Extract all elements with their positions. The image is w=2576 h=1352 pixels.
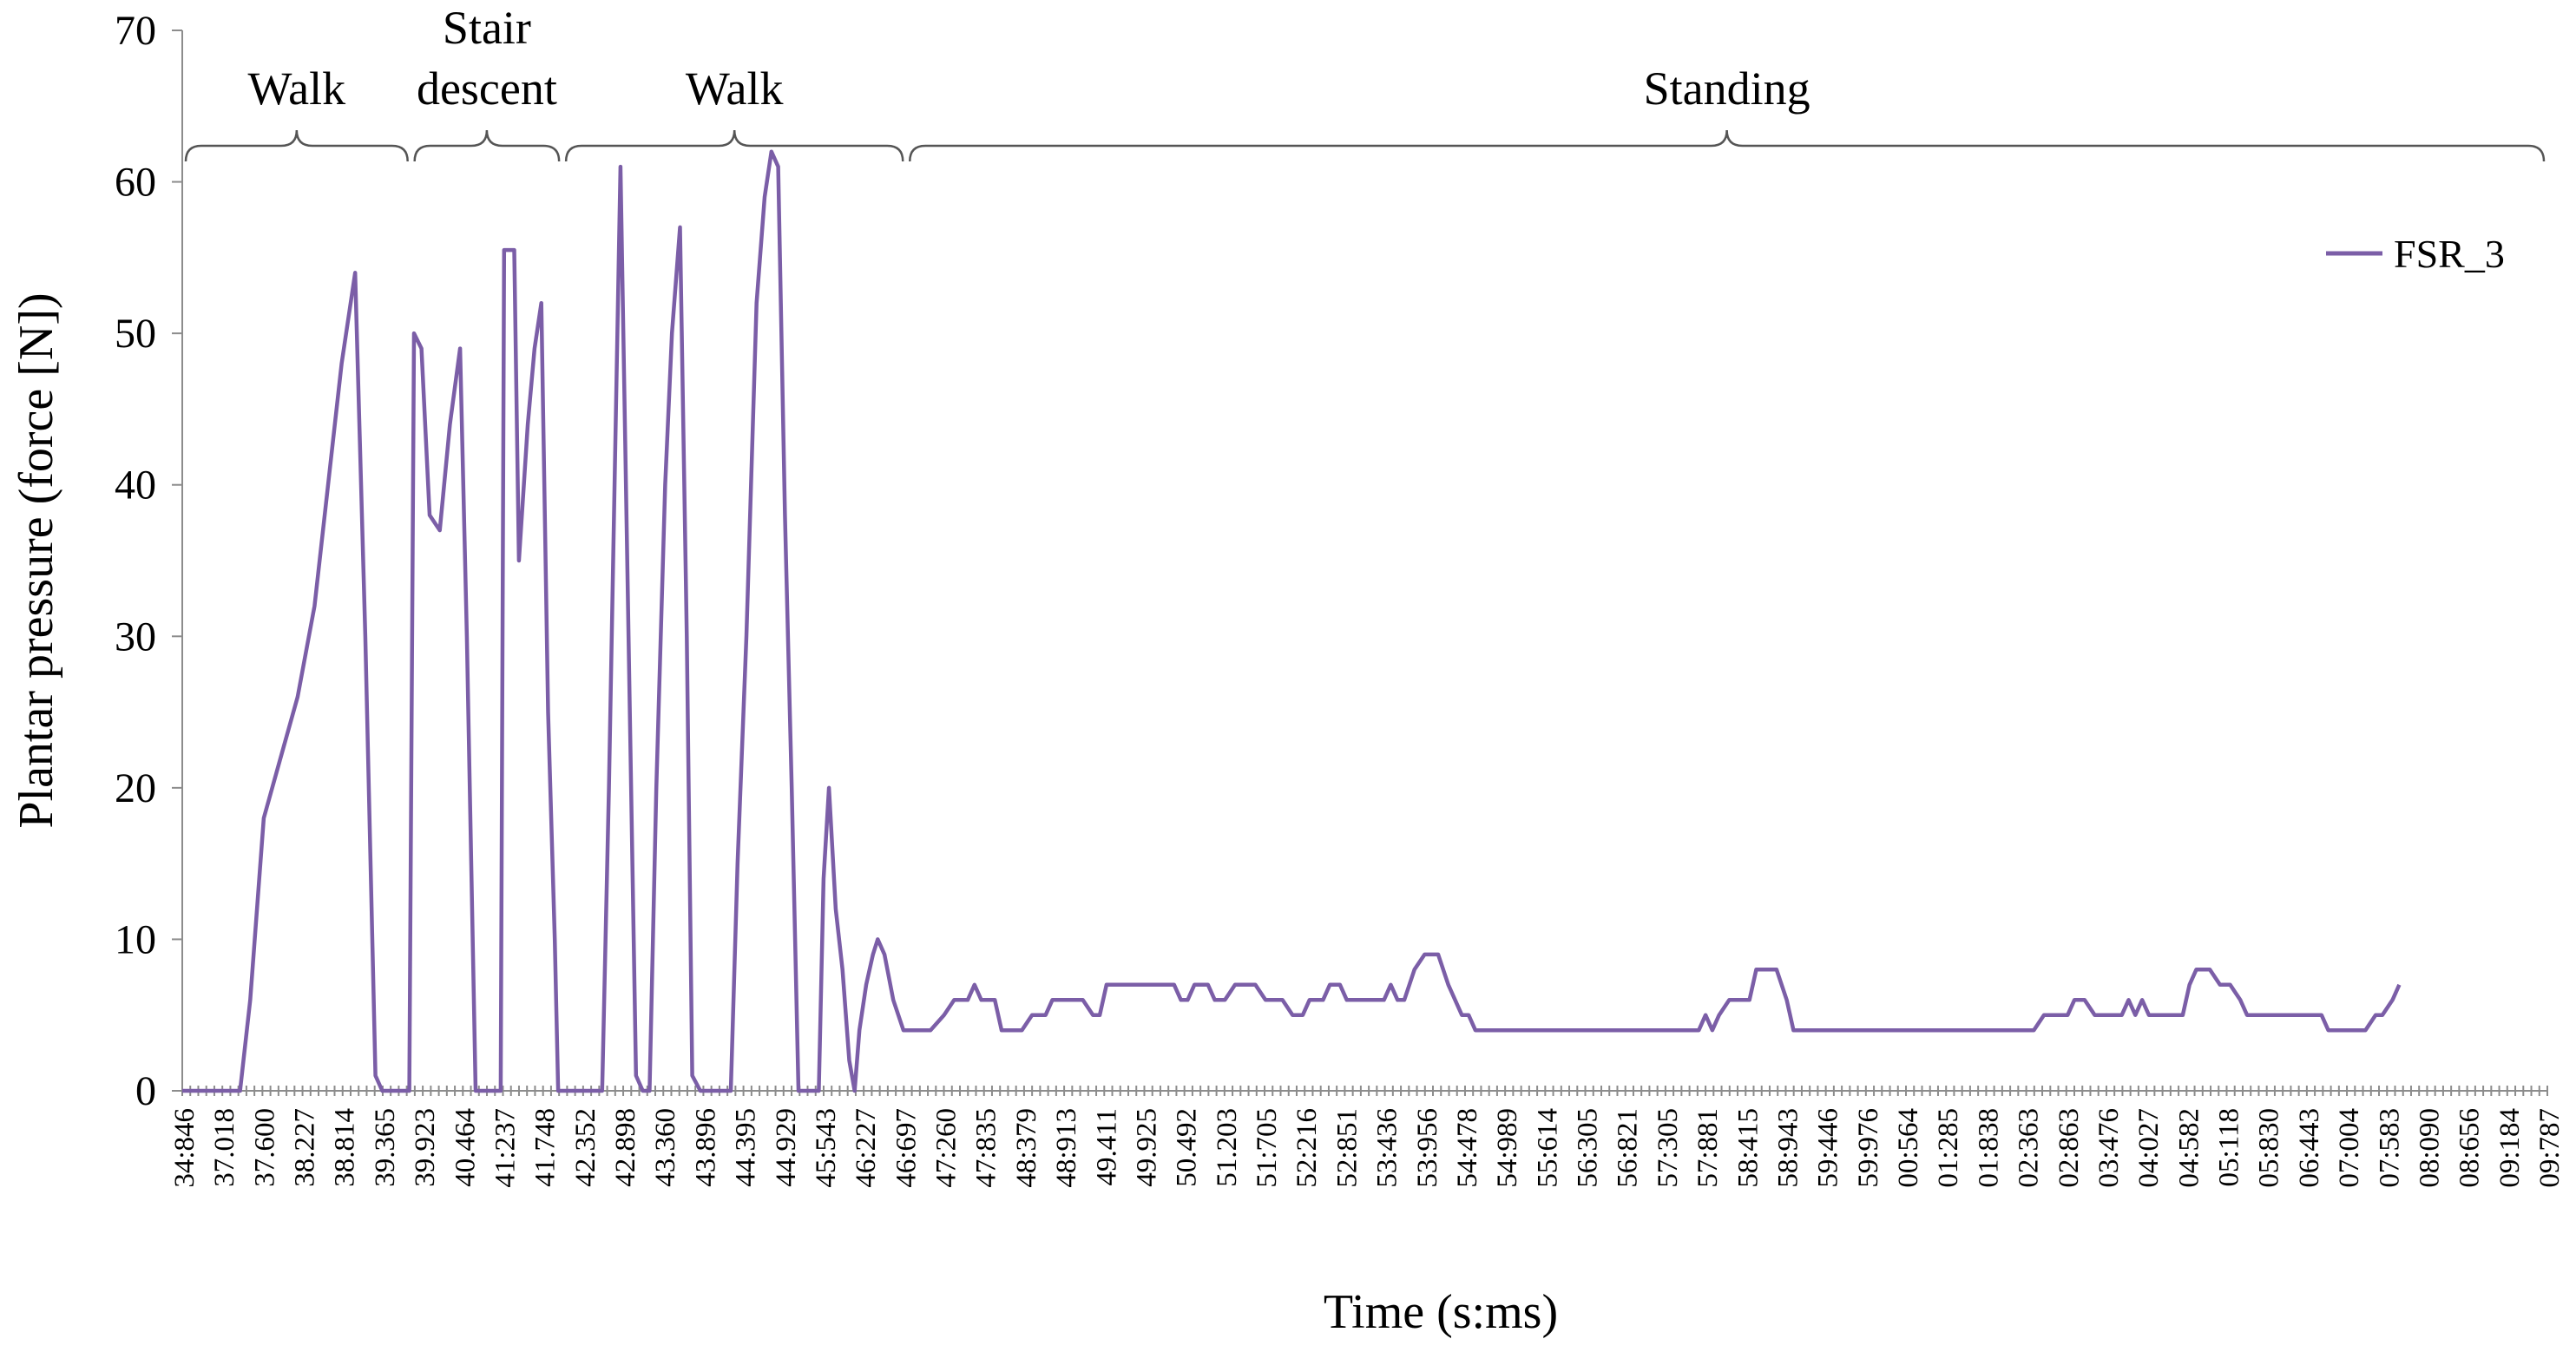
x-tick-label: 02:863	[2054, 1108, 2085, 1188]
x-tick-label: 49.925	[1131, 1108, 1162, 1187]
y-tick-label: 10	[115, 916, 156, 962]
phase-label: Standing	[1644, 62, 1810, 115]
x-tick-label: 56:821	[1613, 1108, 1644, 1188]
x-tick-label: 04:027	[2133, 1108, 2165, 1188]
x-tick-label: 52:851	[1331, 1108, 1363, 1188]
x-tick-label: 47:835	[971, 1108, 1002, 1188]
legend-label-fsr-3: FSR_3	[2394, 232, 2505, 276]
x-tick-label: 05:830	[2254, 1108, 2285, 1188]
y-axis-label: Plantar pressure (force [N])	[10, 292, 63, 828]
x-tick-label: 59:446	[1813, 1108, 1844, 1188]
x-tick-label: 39.365	[370, 1108, 401, 1187]
x-tick-label: 08:090	[2414, 1108, 2445, 1188]
phase-label: descent	[417, 62, 557, 115]
x-tick-label: 40.464	[450, 1108, 481, 1187]
x-tick-label: 42.352	[570, 1108, 601, 1187]
x-tick-label: 41.748	[530, 1108, 562, 1187]
phase-brace	[184, 129, 409, 162]
y-tick-label: 40	[115, 463, 156, 509]
x-tick-label: 37.600	[249, 1108, 280, 1187]
y-tick-label: 50	[115, 311, 156, 357]
x-tick-label: 44.395	[731, 1108, 762, 1187]
x-tick-label: 52:216	[1291, 1108, 1323, 1188]
x-tick-label: 42.898	[610, 1108, 641, 1187]
x-tick-label: 48:913	[1051, 1108, 1082, 1188]
x-tick-label: 37.018	[209, 1108, 240, 1187]
phase-label: Walk	[686, 62, 784, 115]
x-tick-label: 01:838	[1973, 1108, 2004, 1188]
phase-brace	[908, 129, 2546, 162]
x-tick-label: 38.227	[290, 1108, 321, 1187]
x-tick-label: 47:260	[931, 1108, 963, 1188]
x-tick-label: 43.360	[650, 1108, 681, 1187]
x-tick-label: 08:656	[2454, 1108, 2486, 1188]
x-axis-label: Time (s:ms)	[1324, 1285, 1558, 1339]
phase-brace	[413, 129, 561, 162]
x-tick-label: 57:881	[1692, 1108, 1724, 1188]
x-tick-label: 58:415	[1732, 1108, 1764, 1188]
phase-label: Walk	[248, 62, 346, 115]
x-tick-label: 06:443	[2294, 1108, 2325, 1188]
y-tick-label: 20	[115, 765, 156, 811]
phase-label: Stair	[443, 2, 531, 54]
x-axis-ticks: 34:846 37.018 37.600 38.227 38.814 39.365 39.9…	[169, 1086, 2566, 1188]
y-tick-label: 30	[115, 614, 156, 660]
x-tick-label: 02:363	[2014, 1108, 2045, 1188]
x-tick-label: 55:614	[1532, 1108, 1563, 1188]
x-tick-label: 09:184	[2494, 1108, 2526, 1188]
x-tick-label: 51.203	[1212, 1108, 1243, 1187]
x-tick-label: 54:989	[1492, 1108, 1523, 1188]
phase-brace	[564, 129, 904, 162]
x-tick-label: 58:943	[1772, 1108, 1804, 1188]
x-tick-label: 57:305	[1653, 1108, 1684, 1188]
x-tick-label: 49.411	[1091, 1108, 1122, 1186]
x-tick-label: 53:436	[1372, 1108, 1403, 1188]
x-tick-label: 56:305	[1573, 1108, 1604, 1188]
x-tick-label: 07:583	[2374, 1108, 2405, 1188]
x-tick-label: 54:478	[1452, 1108, 1483, 1188]
x-tick-label: 45:543	[811, 1108, 842, 1188]
x-tick-label: 00:564	[1893, 1108, 1924, 1188]
x-tick-label: 38.814	[330, 1108, 361, 1187]
y-tick-label: 70	[115, 8, 156, 54]
x-tick-label: 04:582	[2173, 1108, 2205, 1188]
series-line-fsr-3	[182, 149, 2402, 1093]
x-tick-label: 41:237	[490, 1108, 521, 1188]
x-tick-label: 48:379	[1011, 1108, 1042, 1188]
legend: FSR_3	[2326, 232, 2505, 276]
x-tick-label: 59:976	[1853, 1108, 1884, 1188]
x-tick-label: 46:227	[851, 1108, 882, 1188]
x-tick-label: 39.923	[410, 1108, 441, 1187]
x-tick-label: 53:956	[1412, 1108, 1443, 1188]
series-layer	[182, 149, 2402, 1093]
x-tick-label: 09:787	[2534, 1108, 2566, 1188]
y-tick-label: 0	[135, 1068, 156, 1114]
x-tick-label: 01:285	[1933, 1108, 1964, 1188]
x-tick-label: 46:697	[890, 1108, 922, 1188]
x-tick-label: 43.896	[690, 1108, 721, 1187]
x-tick-label: 34:846	[169, 1108, 200, 1188]
x-tick-label: 05:118	[2214, 1108, 2245, 1186]
x-tick-label: 50.492	[1172, 1108, 1203, 1187]
y-tick-label: 60	[115, 160, 156, 206]
x-tick-label: 44.929	[771, 1108, 802, 1187]
x-tick-label: 51:705	[1252, 1108, 1283, 1188]
x-tick-label: 07:004	[2334, 1108, 2365, 1188]
y-axis-ticks: 0 10 20 30 40 50 60 70	[115, 8, 182, 1114]
phase-annotations: Walk Stair descent Walk Standing	[184, 2, 2546, 162]
x-tick-label: 03:476	[2093, 1108, 2125, 1188]
